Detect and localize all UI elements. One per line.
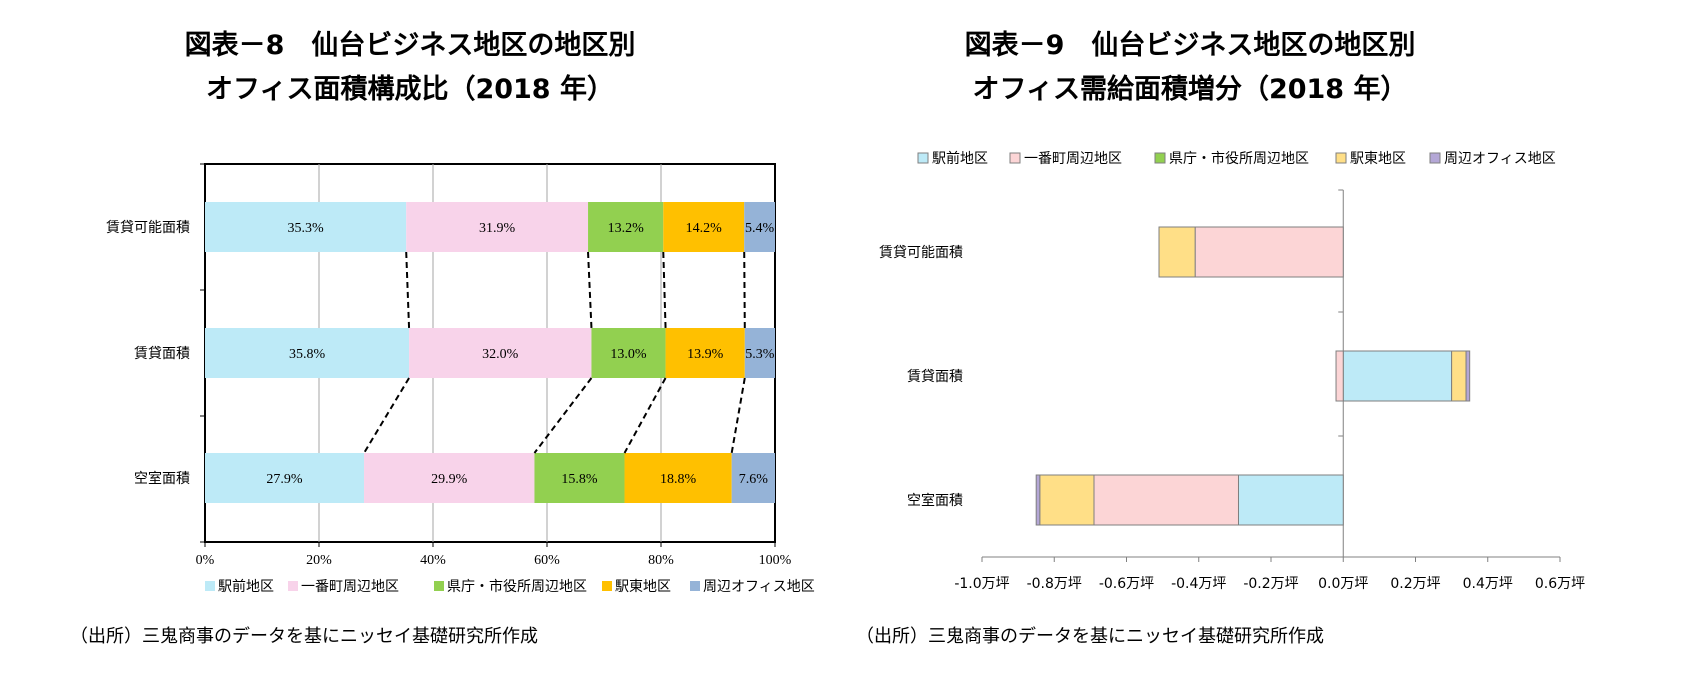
data-label: 5.4% — [745, 221, 775, 236]
x-tick-label: 0.6万坪 — [1535, 576, 1585, 592]
series-line — [743, 251, 746, 329]
chart-title-left: 図表－8 仙台ビジネス地区の地区別 オフィス面積構成比（2018 年） — [80, 24, 740, 112]
legend-swatch — [434, 581, 444, 591]
series-line — [405, 251, 411, 329]
x-tick-label: 100% — [759, 553, 792, 568]
bar-segment — [205, 328, 410, 378]
data-label: 5.3% — [745, 347, 775, 362]
data-label: 31.9% — [479, 221, 516, 236]
chart-title-left-line1: 図表－8 仙台ビジネス地区の地区別 — [184, 30, 636, 61]
data-label: 15.8% — [561, 472, 598, 487]
category-label: 賃貸可能面積 — [879, 245, 963, 261]
bar-segment — [409, 328, 592, 378]
legend-swatch — [602, 581, 612, 591]
legend-label: 駅東地区 — [1350, 151, 1406, 167]
legend-swatch — [1009, 152, 1021, 164]
legend-swatch — [1429, 152, 1441, 164]
bar-segment — [1039, 474, 1095, 526]
bar-segment — [1035, 474, 1041, 526]
bar-segment — [665, 328, 745, 378]
data-label: 35.3% — [288, 221, 325, 236]
bar-segment — [1158, 226, 1196, 278]
legend-swatch — [690, 581, 700, 591]
data-label: 13.0% — [610, 347, 647, 362]
legend-label: 駅前地区 — [932, 150, 988, 167]
bar-segment — [1451, 350, 1467, 402]
x-tick-label: 0.2万坪 — [1390, 576, 1440, 592]
data-label: 18.8% — [660, 472, 697, 487]
chart-title-right-line1: 図表－9 仙台ビジネス地区の地区別 — [964, 30, 1416, 61]
series-line — [363, 377, 410, 454]
legend-label: 周辺オフィス地区 — [1444, 151, 1556, 167]
bar-segment — [1194, 226, 1344, 278]
bar-segment — [205, 202, 407, 252]
bar-segment — [1342, 350, 1453, 402]
data-label: 7.6% — [739, 472, 769, 487]
bar-segment — [624, 453, 732, 503]
chart-title-right: 図表－9 仙台ビジネス地区の地区別 オフィス需給面積増分（2018 年） — [860, 24, 1520, 112]
data-label: 32.0% — [482, 347, 519, 362]
chart-title-right-line2: オフィス需給面積増分（2018 年） — [972, 74, 1408, 105]
category-label: 空室面積 — [907, 492, 963, 509]
bar-segment — [1335, 350, 1344, 402]
stacked-percent-bar-chart: 35.3% 31.9% 13.2% 14.2% 5.4% 賃貸可能面積 35.8% 32.0%… — [106, 163, 815, 595]
x-tick-label: 20% — [306, 553, 332, 568]
bar-segment — [1237, 474, 1344, 526]
x-tick-label: -0.2万坪 — [1243, 576, 1298, 592]
x-tick-label: 80% — [648, 553, 674, 568]
series-line — [730, 377, 746, 454]
series-line — [587, 251, 593, 329]
source-note-left: （出所）三鬼商事のデータを基にニッセイ基礎研究所作成 — [70, 626, 538, 647]
x-tick-label: 60% — [534, 553, 560, 568]
bar-segment — [731, 453, 775, 503]
category-label: 賃貸面積 — [907, 369, 963, 385]
data-label: 14.2% — [686, 221, 723, 236]
bar-segment — [744, 202, 775, 252]
bar-segment — [588, 202, 664, 252]
x-tick-label: 0.4万坪 — [1463, 576, 1513, 592]
x-tick-label: 0% — [196, 553, 215, 568]
bar-segment — [205, 453, 365, 503]
x-tick-label: -0.4万坪 — [1171, 576, 1226, 592]
bar-segment — [744, 328, 775, 378]
legend-label: 一番町周辺地区 — [301, 579, 399, 595]
data-label: 27.9% — [266, 472, 303, 487]
legend-label: 駅東地区 — [615, 579, 671, 595]
bar-segment — [591, 328, 666, 378]
bar-segment — [534, 453, 625, 503]
category-label: 賃貸面積 — [134, 346, 190, 362]
legend-label: 一番町周辺地区 — [1024, 151, 1122, 167]
x-tick-label: -0.8万坪 — [1027, 576, 1082, 592]
legend-label: 駅前地区 — [218, 578, 274, 595]
bar-segment — [364, 453, 535, 503]
legend-swatch — [1154, 152, 1166, 164]
data-label: 13.9% — [687, 347, 724, 362]
series-line — [662, 251, 667, 329]
chart-title-left-line2: オフィス面積構成比（2018 年） — [205, 74, 614, 105]
legend-label: 周辺オフィス地区 — [703, 579, 815, 595]
x-tick-label: 0.0万坪 — [1318, 576, 1368, 592]
bar-segment — [663, 202, 745, 252]
category-label: 空室面積 — [134, 470, 190, 487]
x-tick-label: -0.6万坪 — [1099, 576, 1154, 592]
legend-label: 県庁・市役所周辺地区 — [447, 578, 587, 595]
data-label: 29.9% — [431, 472, 468, 487]
series-line — [533, 377, 593, 454]
legend-swatch — [288, 581, 298, 591]
legend-swatch — [1335, 152, 1347, 164]
x-tick-label: 40% — [420, 553, 446, 568]
data-label: 13.2% — [608, 221, 645, 236]
bar-segment — [1465, 350, 1471, 402]
legend-label: 県庁・市役所周辺地区 — [1169, 150, 1309, 167]
bar-segment — [406, 202, 589, 252]
x-tick-label: -1.0万坪 — [954, 576, 1009, 592]
legend-swatch — [917, 152, 929, 164]
series-line — [623, 377, 667, 454]
source-note-right: （出所）三鬼商事のデータを基にニッセイ基礎研究所作成 — [856, 626, 1324, 647]
category-label: 賃貸可能面積 — [106, 220, 190, 236]
legend-swatch — [205, 581, 215, 591]
data-label: 35.8% — [289, 347, 326, 362]
bar-segment — [1093, 474, 1239, 526]
